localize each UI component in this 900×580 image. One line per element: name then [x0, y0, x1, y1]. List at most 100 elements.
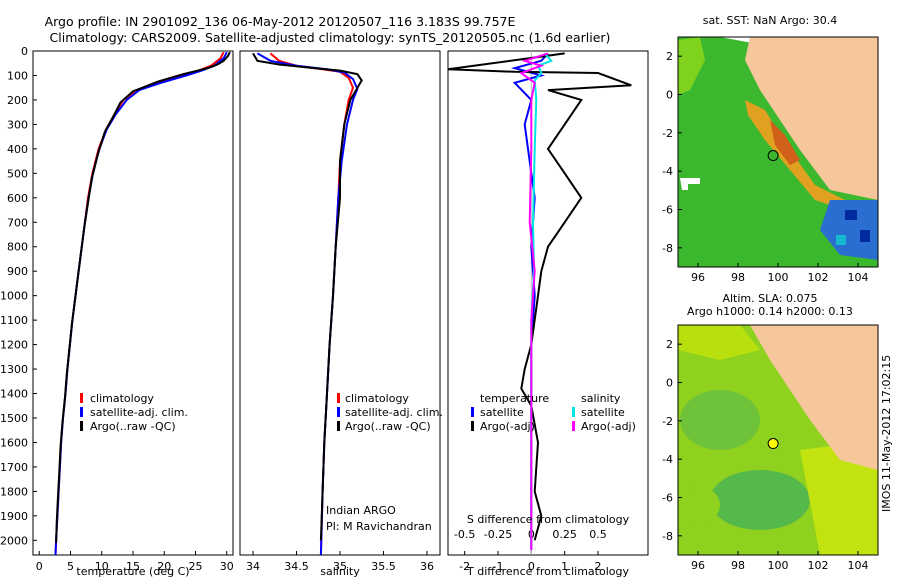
series-line — [256, 52, 359, 556]
map-x-tick-label: 104 — [848, 271, 869, 284]
legend-swatch-satellite — [337, 407, 340, 417]
legend-label: Argo(..raw -QC) — [90, 420, 176, 433]
s-diff-tick-label: -0.5 — [454, 528, 475, 541]
legend-swatch-satellite — [80, 407, 83, 417]
temperature-panel-frame — [32, 50, 234, 556]
legend-label: Argo(-adj) — [480, 420, 535, 433]
salinity-legend: climatology satellite-adj. clim. Argo(..… — [337, 392, 443, 433]
s-diff-tick-label: -0.25 — [484, 528, 512, 541]
depth-tick-label: 1300 — [0, 363, 28, 376]
depth-tick-label: 800 — [7, 241, 28, 254]
map-y-tick-label: 0 — [666, 89, 673, 102]
timestamp-stamp: IMOS 11-May-2012 17:02:15 — [880, 354, 893, 512]
legend-label: climatology — [90, 392, 154, 405]
series-line — [54, 51, 228, 556]
salinity-x-label: salinity — [320, 565, 360, 578]
x-tick-label: 25 — [189, 560, 203, 573]
series-line — [55, 51, 231, 543]
depth-tick-label: 1200 — [0, 339, 28, 352]
map-x-tick-label: 98 — [731, 271, 745, 284]
depth-tick-label: 100 — [7, 69, 28, 82]
map-x-tick-label: 100 — [768, 559, 789, 572]
map-y-tick-label: -4 — [662, 453, 673, 466]
map-x-tick-label: 102 — [808, 271, 829, 284]
figure-title-line2: Climatology: CARS2009. Satellite-adjuste… — [49, 30, 611, 45]
depth-tick-label: 2000 — [0, 534, 28, 547]
depth-tick-label: 1600 — [0, 436, 28, 449]
map-y-tick-label: 2 — [666, 50, 673, 63]
map-y-tick-label: -8 — [662, 530, 673, 543]
sst-map-land — [745, 37, 878, 200]
argo-position-marker — [767, 438, 779, 450]
map-axes: 96 98 100 102 104 2 0 -2 -4 -6 -8 96 98 100 102 104 2 0 -2… — [662, 50, 868, 572]
temperature-legend: climatology satellite-adj. clim. Argo(..… — [80, 392, 188, 433]
temperature-x-label: temperature (deg C) — [76, 565, 189, 578]
map-y-tick-label: 0 — [666, 377, 673, 390]
depth-tick-label: 1500 — [0, 412, 28, 425]
sla-map-subtitle: Argo h1000: 0.14 h2000: 0.13 — [687, 305, 853, 318]
depth-tick-label: 1100 — [0, 314, 28, 327]
x-tick-label: 20 — [157, 560, 171, 573]
difference-legend: temperature satellite Argo(-adj) salinit… — [471, 392, 636, 433]
s-difference-title: S difference from climatology — [467, 513, 630, 526]
legend-label: satellite-adj. clim. — [90, 406, 188, 419]
x-tick-label: 10 — [95, 560, 109, 573]
depth-tick-label: 500 — [7, 167, 28, 180]
depth-tick-label: 700 — [7, 216, 28, 229]
legend-label: temperature — [480, 392, 549, 405]
sst-map-title: sat. SST: NaN Argo: 30.4 — [703, 14, 837, 27]
legend-swatch-t-satellite — [471, 407, 474, 417]
sla-map — [677, 324, 879, 556]
legend-label: satellite — [480, 406, 524, 419]
depth-tick-label: 0 — [21, 45, 28, 58]
map-y-tick-label: -4 — [662, 165, 673, 178]
t-difference-x-label: T difference from climatology — [466, 565, 629, 578]
depth-tick-label: 1700 — [0, 461, 28, 474]
difference-panel-frame — [447, 50, 649, 556]
map-x-tick-label: 98 — [731, 559, 745, 572]
salinity-panel-frame — [239, 50, 441, 556]
sst-map — [677, 36, 879, 268]
depth-axis: 0 100 200 300 400 500 600 700 800 900 1000 1100 1200… — [0, 45, 37, 547]
s-diff-tick-label: 0.5 — [589, 528, 607, 541]
x-tick-label: 15 — [126, 560, 140, 573]
legend-swatch-s-argo — [572, 421, 575, 431]
temperature-panel: 0 5 10 15 20 25 30 — [36, 51, 234, 573]
depth-tick-label: 200 — [7, 94, 28, 107]
annotation-line2: PI: M Ravichandran — [326, 520, 432, 533]
s-diff-tick-label: 0.25 — [552, 528, 577, 541]
legend-label: satellite — [581, 406, 625, 419]
argo-position-marker — [767, 150, 779, 162]
sla-map-land — [750, 325, 878, 470]
depth-tick-label: 600 — [7, 192, 28, 205]
series-line — [519, 52, 549, 551]
x-tick-label: 2 — [595, 560, 602, 573]
legend-swatch-climatology — [80, 393, 83, 403]
figure-title-line1: Argo profile: IN 2901092_136 06-May-2012… — [44, 14, 516, 29]
x-tick-label: 34 — [246, 560, 260, 573]
depth-tick-label: 1900 — [0, 510, 28, 523]
legend-label: salinity — [581, 392, 621, 405]
depth-tick-label: 400 — [7, 143, 28, 156]
map-x-tick-label: 102 — [808, 559, 829, 572]
legend-swatch-climatology — [337, 393, 340, 403]
x-tick-label: 35.5 — [371, 560, 396, 573]
depth-tick-label: 900 — [7, 265, 28, 278]
series-line — [54, 51, 225, 556]
map-x-tick-label: 104 — [848, 559, 869, 572]
salinity-panel: 34 34.5 35 35.5 36 — [246, 52, 434, 573]
depth-tick-label: 1000 — [0, 290, 28, 303]
legend-swatch-s-satellite — [572, 407, 575, 417]
map-x-tick-label: 96 — [691, 559, 705, 572]
x-tick-label: 1 — [561, 560, 568, 573]
map-x-tick-label: 100 — [768, 271, 789, 284]
map-y-tick-label: -2 — [662, 415, 673, 428]
legend-swatch-argo — [80, 421, 83, 431]
x-tick-label: 0 — [528, 560, 535, 573]
map-y-tick-label: -6 — [662, 204, 673, 217]
depth-tick-label: 1400 — [0, 388, 28, 401]
legend-label: Argo(..raw -QC) — [345, 420, 431, 433]
x-tick-label: 36 — [420, 560, 434, 573]
